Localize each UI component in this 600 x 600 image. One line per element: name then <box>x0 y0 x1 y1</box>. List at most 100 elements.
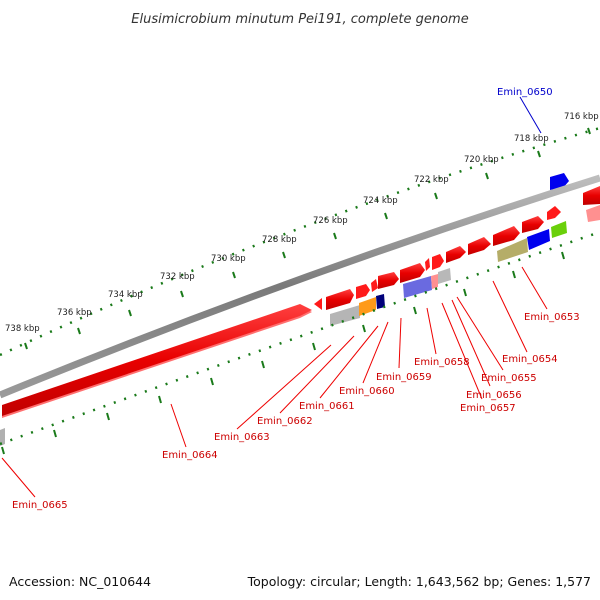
gene-pink-block[interactable] <box>431 274 438 289</box>
gene-emin-0655-arrow[interactable] <box>446 246 466 263</box>
gene-arrow[interactable] <box>522 216 544 233</box>
gene-gray-block[interactable] <box>438 268 451 284</box>
leader-line-emin-0661 <box>319 325 379 399</box>
gene-arrow[interactable] <box>547 206 561 220</box>
gene-arrow[interactable] <box>583 186 600 205</box>
gene-label-emin-0658[interactable]: Emin_0658 <box>414 357 470 368</box>
gene-emin-0658-arrow[interactable] <box>400 263 425 283</box>
inner-tick-track <box>0 230 600 455</box>
tick-mark <box>53 429 57 438</box>
tick-mark <box>434 192 438 200</box>
tick-mark <box>232 271 236 279</box>
topology-text: Topology: circular; Length: 1,643,562 bp… <box>247 574 591 589</box>
gene-emin-0664-arrow[interactable] <box>2 304 312 416</box>
tick-label: 722 kbp <box>414 175 449 185</box>
tick-label: 724 kbp <box>363 196 398 206</box>
gene-emin-0662-arrow[interactable] <box>326 289 354 310</box>
gene-label-emin-0664[interactable]: Emin_0664 <box>162 450 218 461</box>
leader-line-emin-0662 <box>279 335 355 414</box>
gene-label-emin-0653[interactable]: Emin_0653 <box>524 312 580 323</box>
tick-labels: 716 kbp 718 kbp 720 kbp 722 kbp 724 kbp … <box>5 112 599 334</box>
tick-mark <box>261 360 265 369</box>
accession-text: Accession: NC_010644 <box>9 574 151 589</box>
gene-emin-0659-arrow[interactable] <box>378 272 399 289</box>
tick-mark <box>128 309 132 317</box>
leader-line-emin-0665 <box>1 457 36 498</box>
tick-mark <box>282 251 286 259</box>
gene-label-emin-0659[interactable]: Emin_0659 <box>376 372 432 383</box>
outer-tick-track <box>0 126 600 357</box>
gene-emin-0661-arrow[interactable] <box>356 284 370 299</box>
tick-label: 726 kbp <box>313 216 348 226</box>
leader-line-emin-0657 <box>441 302 483 400</box>
tick-label: 716 kbp <box>564 112 599 122</box>
tick-label: 738 kbp <box>5 324 40 334</box>
gene-label-emin-0654[interactable]: Emin_0654 <box>502 354 558 365</box>
leader-line-emin-0653 <box>521 266 548 310</box>
gene-emin-0663-arrow[interactable] <box>314 298 322 310</box>
genome-backbone <box>0 174 600 399</box>
leader-line-emin-0659 <box>398 317 402 369</box>
leader-lines <box>1 96 548 498</box>
gene-emin-0657-arrow[interactable] <box>425 258 430 271</box>
leader-line-emin-0656 <box>451 299 491 387</box>
gene-arrow-shadow <box>586 205 600 222</box>
gene-label-emin-0662[interactable]: Emin_0662 <box>257 416 313 427</box>
gene-label-emin-0661[interactable]: Emin_0661 <box>299 401 355 412</box>
gene-olive-block[interactable] <box>497 238 528 262</box>
gene-emin-0653-arrow[interactable] <box>493 226 520 246</box>
tick-mark <box>106 412 110 421</box>
gene-label-emin-0656[interactable]: Emin_0656 <box>466 390 522 401</box>
tick-mark <box>362 324 366 333</box>
leader-line-emin-0660 <box>362 321 389 384</box>
reverse-strand-genes <box>0 221 567 446</box>
tick-mark <box>210 377 214 386</box>
gene-emin-0656-arrow[interactable] <box>432 254 444 270</box>
tick-label: 736 kbp <box>57 308 92 318</box>
gene-labels: Emin_0650 Emin_0653 Emin_0654 Emin_0655 … <box>12 87 580 511</box>
tick-mark <box>561 251 565 260</box>
map-title: Elusimicrobium minutum Pei191, complete … <box>131 12 468 27</box>
leader-line-emin-0655 <box>456 296 504 371</box>
tick-mark <box>24 342 28 350</box>
gene-emin-0660-arrow[interactable] <box>371 279 378 292</box>
gene-orange-block[interactable] <box>359 297 376 316</box>
gene-label-emin-0657[interactable]: Emin_0657 <box>460 403 516 414</box>
inner-ruler-dots <box>0 230 600 446</box>
tick-mark <box>158 395 162 404</box>
gene-label-emin-0665[interactable]: Emin_0665 <box>12 500 68 511</box>
tick-label: 720 kbp <box>464 155 499 165</box>
tick-mark <box>1 446 5 455</box>
gene-blue-block[interactable] <box>527 229 550 250</box>
leader-line-emin-0664 <box>170 403 187 448</box>
gene-emin-0654-arrow[interactable] <box>468 237 491 255</box>
gene-gray-block[interactable] <box>330 305 360 326</box>
forward-strand-genes <box>2 186 600 418</box>
gene-label-emin-0655[interactable]: Emin_0655 <box>481 373 537 384</box>
tick-mark <box>77 327 81 335</box>
leader-line-emin-0650 <box>519 96 542 134</box>
gene-navy-block[interactable] <box>376 294 385 309</box>
leader-line-emin-0654 <box>492 280 528 353</box>
tick-label: 730 kbp <box>211 254 246 264</box>
tick-mark <box>485 172 489 180</box>
leader-line-emin-0663 <box>236 344 332 430</box>
tick-mark <box>413 306 417 315</box>
gene-purple-block[interactable] <box>403 276 432 298</box>
gene-green-block[interactable] <box>551 221 567 238</box>
tick-mark <box>587 127 591 135</box>
tick-label: 732 kbp <box>160 272 195 282</box>
tick-label: 728 kbp <box>262 235 297 245</box>
gene-label-emin-0650[interactable]: Emin_0650 <box>497 87 553 98</box>
tick-mark <box>512 270 516 279</box>
tick-mark <box>463 288 467 297</box>
gene-label-emin-0663[interactable]: Emin_0663 <box>214 432 270 443</box>
tick-mark <box>180 290 184 298</box>
gene-label-emin-0660[interactable]: Emin_0660 <box>339 386 395 397</box>
tick-mark <box>333 232 337 240</box>
gene-emin-0665-block[interactable] <box>0 428 5 446</box>
tick-mark <box>384 212 388 220</box>
tick-label: 718 kbp <box>514 134 549 144</box>
